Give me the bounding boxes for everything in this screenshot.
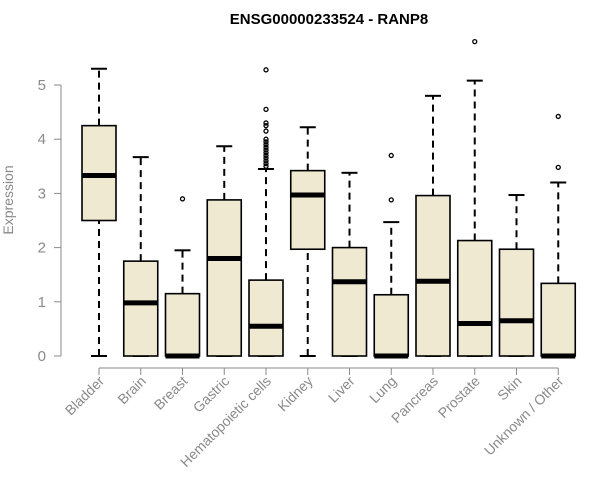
- box-iqr: [206, 199, 243, 357]
- box-iqr: [248, 279, 284, 357]
- y-tick-label: 0: [38, 348, 46, 365]
- y-tick-label: 5: [38, 77, 46, 94]
- outlier-point: [263, 147, 269, 153]
- outlier-point: [179, 196, 186, 202]
- box-iqr: [498, 248, 535, 357]
- box-breast: [164, 196, 201, 359]
- box-iqr: [415, 194, 451, 357]
- x-tick-label: Breast: [151, 373, 191, 413]
- x-tick-label: Bladder: [62, 373, 108, 419]
- outlier-point: [263, 163, 269, 169]
- outlier-point: [263, 120, 269, 126]
- box-iqr: [164, 292, 201, 357]
- outlier-point: [263, 152, 269, 159]
- box-unknown-other: [540, 113, 577, 359]
- box-brain: [122, 156, 159, 357]
- outlier-point: [263, 150, 269, 156]
- y-tick-label: 3: [38, 185, 46, 202]
- outlier-point: [388, 152, 394, 159]
- box-kidney: [289, 126, 326, 357]
- box-liver: [331, 171, 368, 357]
- chart-title: ENSG00000233524 - RANP8: [230, 11, 428, 28]
- box-gastric: [206, 145, 243, 357]
- y-axis-label: Expression: [0, 165, 16, 234]
- x-tick-label: Liver: [325, 373, 358, 406]
- outlier-point: [263, 144, 269, 150]
- box-group: [81, 38, 577, 359]
- box-prostate: [456, 38, 493, 357]
- box-iqr: [373, 293, 410, 357]
- y-tick-label: 4: [38, 131, 46, 148]
- y-tick-label: 1: [38, 294, 46, 311]
- outlier-point: [263, 141, 269, 148]
- outlier-point: [388, 197, 394, 203]
- x-tick-label: Lung: [366, 373, 399, 406]
- box-iqr: [540, 282, 577, 357]
- box-lung: [373, 152, 410, 359]
- box-iqr: [122, 260, 159, 357]
- box-pancreas: [415, 94, 451, 357]
- outlier-point: [263, 106, 269, 113]
- x-tick-label: Unknown / Other: [481, 373, 567, 459]
- box-skin: [498, 194, 535, 357]
- y-tick-label: 2: [38, 240, 46, 257]
- outlier-point: [263, 123, 269, 129]
- box-hematopoietic-cells: [248, 67, 284, 357]
- outlier-point: [555, 164, 561, 171]
- y-axis: 0 1 2 3 4 5: [38, 77, 62, 365]
- outlier-point: [263, 67, 269, 73]
- x-tick-label: Kidney: [274, 373, 316, 415]
- outlier-point: [263, 160, 269, 167]
- box-iqr: [331, 246, 368, 357]
- outlier-point: [263, 128, 269, 134]
- outlier-point: [263, 158, 269, 164]
- outlier-point: [555, 113, 561, 120]
- box-bladder: [81, 67, 117, 357]
- outlier-point: [263, 155, 269, 161]
- x-tick-label: Brain: [114, 373, 148, 407]
- x-tick-label: Skin: [494, 373, 525, 404]
- box-iqr: [289, 169, 326, 251]
- outlier-point: [263, 139, 269, 145]
- box-iqr: [456, 239, 493, 357]
- outlier-point: [472, 38, 478, 45]
- x-tick-label: Prostate: [435, 373, 483, 421]
- outlier-point: [263, 136, 269, 142]
